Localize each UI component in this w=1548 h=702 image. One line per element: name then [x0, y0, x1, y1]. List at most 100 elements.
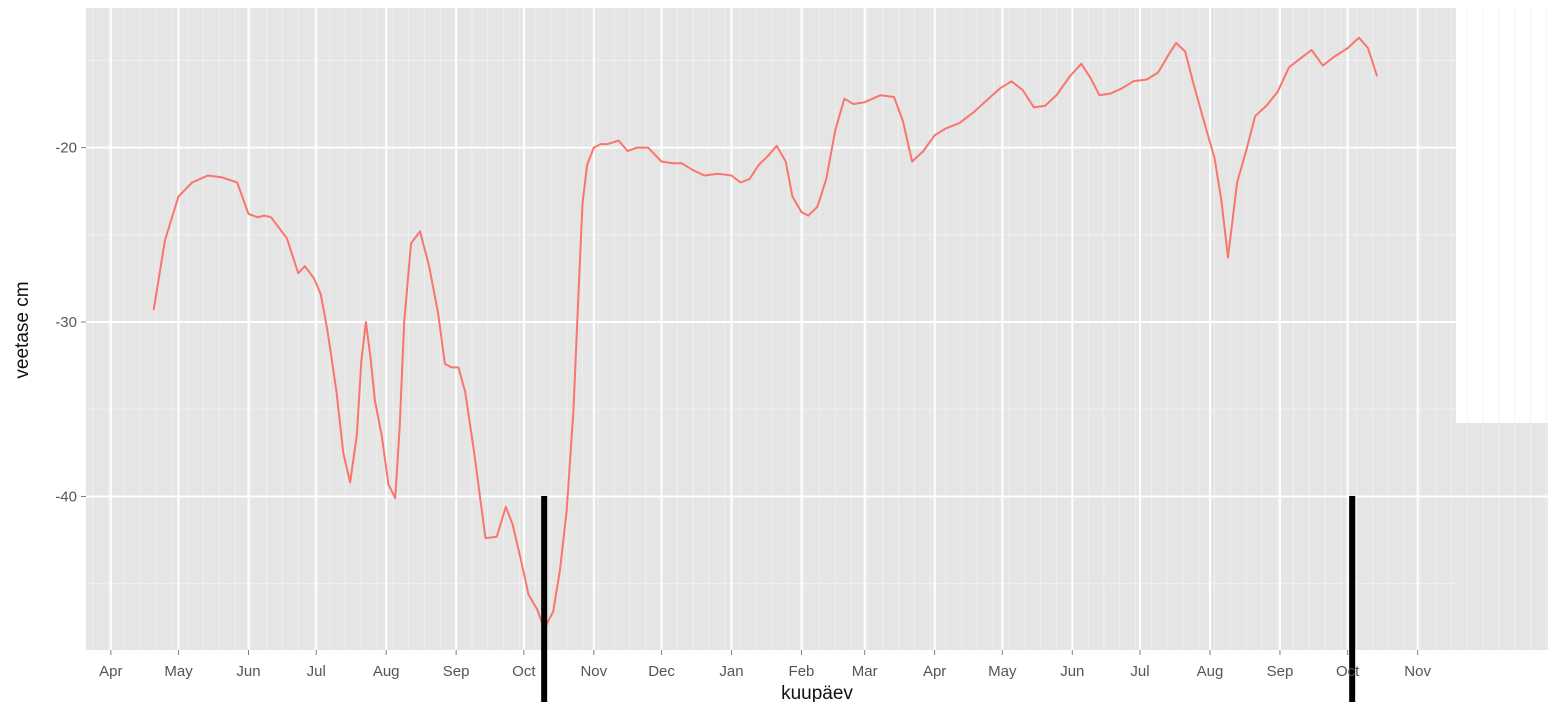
series-point	[335, 391, 338, 393]
series-point	[692, 169, 694, 171]
series-point	[586, 164, 588, 166]
x-tick-label: Aug	[373, 663, 400, 680]
series-point	[572, 408, 575, 410]
series-point	[825, 178, 827, 180]
series-point	[1146, 78, 1148, 81]
series-point	[902, 120, 904, 122]
x-tick-label: Jan	[719, 663, 743, 680]
series-point	[627, 150, 629, 152]
series-point	[521, 562, 523, 564]
series-point	[816, 206, 818, 208]
series-point	[776, 145, 778, 147]
x-axis-ticks: Apr May Jun Jul Aug Sep Oct Nov Dec Jan Feb Mar Apr M…	[99, 650, 1431, 680]
series-point	[717, 173, 719, 175]
x-tick-label: Jun	[236, 663, 260, 680]
y-tick-label: -30	[55, 314, 77, 331]
series-point	[1204, 126, 1207, 128]
series-point	[1022, 89, 1024, 91]
series-point	[757, 164, 760, 166]
x-axis-title: kuupäev	[781, 683, 853, 702]
series-point	[581, 202, 584, 204]
series-point	[387, 483, 390, 485]
series-point	[791, 195, 794, 198]
series-point	[1310, 49, 1313, 51]
series-point	[207, 174, 209, 177]
series-point	[618, 139, 620, 142]
series-point	[552, 611, 554, 613]
series-point	[1055, 94, 1058, 96]
series-point	[1376, 75, 1378, 77]
series-point	[593, 146, 595, 149]
series-point	[1333, 56, 1335, 58]
series-point	[785, 160, 787, 163]
series-point	[286, 237, 288, 239]
series-point	[1080, 63, 1082, 65]
series-point	[1184, 51, 1186, 53]
series-point	[1288, 66, 1290, 68]
x-tick-label: Aug	[1197, 663, 1224, 680]
series-point	[922, 150, 924, 152]
series-point	[304, 265, 306, 267]
series-point	[599, 143, 602, 145]
x-tick-label: Dec	[648, 663, 675, 680]
series-point	[681, 162, 683, 164]
series-point	[1299, 57, 1301, 60]
series-point	[247, 213, 250, 215]
series-point	[1227, 256, 1229, 259]
x-tick-label: Nov	[1404, 663, 1431, 680]
series-point	[1121, 87, 1123, 89]
series-point	[1132, 80, 1134, 82]
series-point	[1367, 47, 1369, 49]
series-point	[748, 178, 751, 180]
series-point	[647, 146, 649, 149]
series-point	[1098, 94, 1100, 96]
series-point	[972, 112, 974, 114]
series-point	[374, 399, 376, 402]
y-axis-title: veetase cm	[12, 281, 33, 378]
series-point	[444, 363, 446, 365]
series-point	[1245, 150, 1247, 152]
series-point	[326, 330, 329, 332]
series-point	[911, 160, 913, 163]
series-point	[536, 609, 539, 611]
series-point	[1033, 106, 1035, 109]
series-point	[220, 176, 223, 178]
series-point	[313, 277, 315, 280]
series-point	[320, 293, 322, 295]
series-point	[191, 181, 193, 184]
series-point	[297, 272, 299, 274]
series-line	[152, 36, 1378, 631]
series-point	[1322, 64, 1324, 67]
series-point	[428, 265, 430, 267]
series-point	[999, 87, 1001, 89]
series-point	[342, 452, 344, 454]
series-point	[365, 321, 367, 323]
series-point	[1157, 71, 1159, 74]
x-tick-label: May	[988, 663, 1017, 680]
series-point	[893, 96, 895, 98]
series-point	[399, 426, 401, 428]
x-tick-label: Apr	[99, 663, 122, 680]
series-point	[767, 155, 769, 157]
series-point	[807, 215, 809, 217]
series-point	[270, 216, 272, 218]
series-point	[945, 127, 947, 129]
x-tick-label: Sep	[1267, 663, 1294, 680]
x-tick-label: May	[164, 663, 193, 680]
series-point	[511, 523, 514, 525]
y-axis-ticks: -20 -30 -40	[55, 140, 86, 505]
x-tick-label: Jun	[1060, 663, 1084, 680]
series-point	[559, 569, 561, 571]
series-point	[527, 593, 529, 595]
x-tick-label: Mar	[852, 663, 878, 680]
series-point	[1089, 77, 1091, 79]
x-tick-label: Nov	[580, 663, 607, 680]
series-point	[843, 98, 845, 100]
series-point	[606, 143, 608, 145]
series-point	[1110, 92, 1112, 95]
series-point	[985, 99, 988, 102]
series-point	[356, 434, 358, 437]
series-point	[739, 181, 742, 184]
x-tick-label: Oct	[512, 663, 536, 680]
